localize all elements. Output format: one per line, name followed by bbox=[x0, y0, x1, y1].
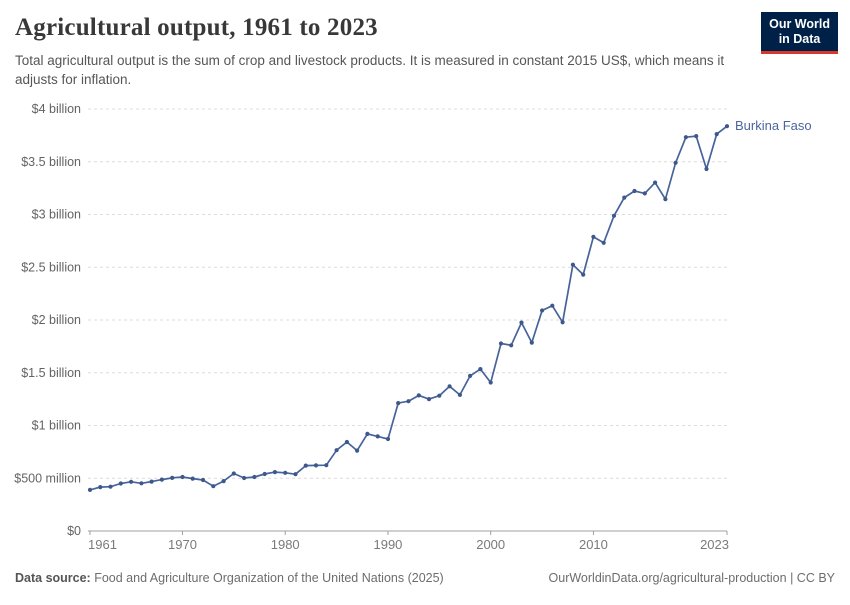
data-point[interactable] bbox=[632, 188, 637, 194]
data-point[interactable] bbox=[611, 213, 617, 218]
y-axis-tick-label: $2.5 billion bbox=[21, 260, 81, 274]
data-point[interactable] bbox=[437, 393, 442, 398]
data-point[interactable] bbox=[190, 476, 195, 481]
data-point[interactable] bbox=[673, 160, 678, 165]
data-point[interactable] bbox=[170, 475, 175, 480]
x-axis-tick-label: 2000 bbox=[476, 537, 505, 552]
data-point[interactable] bbox=[714, 132, 719, 137]
y-axis-tick-label: $3 billion bbox=[32, 208, 81, 222]
data-point[interactable] bbox=[540, 308, 545, 313]
data-point[interactable] bbox=[324, 463, 329, 468]
y-axis-tick-label: $4 billion bbox=[32, 102, 81, 116]
x-axis-tick-label: 2023 bbox=[700, 537, 729, 552]
data-point[interactable] bbox=[694, 134, 699, 139]
y-axis-tick-label: $1 billion bbox=[32, 419, 81, 433]
data-point[interactable] bbox=[293, 472, 298, 477]
data-point[interactable] bbox=[334, 448, 339, 453]
x-axis-tick-label: 2010 bbox=[579, 537, 608, 552]
data-point[interactable] bbox=[283, 470, 288, 475]
data-point[interactable] bbox=[509, 343, 514, 348]
data-source-label: Data source: bbox=[15, 571, 91, 585]
data-point[interactable] bbox=[704, 166, 709, 172]
data-point[interactable] bbox=[375, 434, 380, 439]
data-point[interactable] bbox=[108, 484, 113, 489]
data-point[interactable] bbox=[591, 234, 596, 239]
x-axis-tick-label: 1990 bbox=[373, 537, 402, 552]
x-axis-tick-label: 1961 bbox=[88, 537, 117, 552]
data-source-note: Data source: Food and Agriculture Organi… bbox=[15, 571, 444, 585]
data-point[interactable] bbox=[87, 487, 93, 492]
chart-footer: Data source: Food and Agriculture Organi… bbox=[15, 571, 835, 585]
data-point[interactable] bbox=[129, 479, 134, 484]
data-point[interactable] bbox=[447, 384, 452, 389]
data-point[interactable] bbox=[272, 470, 277, 475]
data-point[interactable] bbox=[149, 479, 154, 484]
data-point[interactable] bbox=[488, 380, 493, 385]
data-point[interactable] bbox=[724, 124, 730, 129]
y-axis-tick-label: $3.5 billion bbox=[21, 155, 81, 169]
data-point[interactable] bbox=[303, 463, 308, 468]
data-point[interactable] bbox=[118, 481, 123, 486]
data-point[interactable] bbox=[642, 191, 647, 196]
license-separator: | bbox=[786, 571, 797, 585]
data-point[interactable] bbox=[231, 471, 236, 476]
y-axis-tick-label: $500 million bbox=[14, 471, 81, 485]
license-badge: CC BY bbox=[796, 571, 835, 585]
x-axis-tick-label: 1980 bbox=[271, 537, 300, 552]
data-point[interactable] bbox=[313, 463, 319, 468]
data-point[interactable] bbox=[406, 399, 411, 404]
chart-subtitle: Total agricultural output is the sum of … bbox=[15, 53, 725, 87]
data-point[interactable] bbox=[601, 240, 606, 245]
page-title: Agricultural output, 1961 to 2023 bbox=[15, 14, 378, 41]
owid-logo[interactable]: Our World in Data bbox=[761, 12, 838, 54]
data-point[interactable] bbox=[159, 477, 164, 482]
data-point[interactable] bbox=[653, 180, 658, 185]
data-point[interactable] bbox=[365, 431, 370, 436]
data-point[interactable] bbox=[221, 479, 226, 484]
data-point[interactable] bbox=[200, 477, 206, 483]
data-point[interactable] bbox=[498, 341, 504, 346]
owid-logo-line1: Our World bbox=[769, 17, 830, 31]
data-point[interactable] bbox=[98, 485, 103, 490]
data-line-burkina-faso[interactable] bbox=[89, 125, 728, 491]
data-point[interactable] bbox=[560, 320, 565, 325]
footer-attribution: OurWorldinData.org/agricultural-producti… bbox=[549, 571, 835, 585]
chart-header: Agricultural output, 1961 to 2023 Total … bbox=[15, 14, 755, 89]
y-axis-tick-label: $0 bbox=[67, 524, 81, 538]
data-point[interactable] bbox=[426, 397, 432, 402]
owid-logo-line2: in Data bbox=[778, 32, 821, 46]
data-point[interactable] bbox=[663, 197, 668, 202]
data-point[interactable] bbox=[139, 481, 144, 486]
data-point[interactable] bbox=[211, 484, 216, 489]
data-point[interactable] bbox=[180, 474, 185, 480]
data-point[interactable] bbox=[416, 393, 421, 398]
data-point[interactable] bbox=[550, 303, 555, 308]
x-axis-tick-label: 1970 bbox=[168, 537, 197, 552]
owid-article-link[interactable]: OurWorldinData.org/agricultural-producti… bbox=[548, 571, 787, 585]
data-point[interactable] bbox=[581, 272, 586, 277]
data-point[interactable] bbox=[262, 471, 267, 477]
data-point[interactable] bbox=[622, 195, 627, 200]
data-point[interactable] bbox=[344, 439, 349, 445]
data-point[interactable] bbox=[385, 436, 391, 442]
data-point[interactable] bbox=[396, 401, 401, 406]
data-point[interactable] bbox=[478, 367, 483, 372]
data-source-text: Food and Agriculture Organization of the… bbox=[90, 571, 444, 585]
series-label-burkina-faso[interactable]: Burkina Faso bbox=[735, 118, 812, 133]
data-point[interactable] bbox=[252, 474, 257, 480]
data-point[interactable] bbox=[570, 262, 576, 267]
data-point[interactable] bbox=[529, 340, 534, 345]
y-axis-tick-label: $2 billion bbox=[32, 313, 81, 327]
y-axis-tick-label: $1.5 billion bbox=[21, 366, 81, 380]
data-point[interactable] bbox=[468, 373, 473, 378]
data-point[interactable] bbox=[457, 392, 462, 397]
data-point[interactable] bbox=[683, 135, 689, 140]
data-point[interactable] bbox=[242, 475, 247, 481]
data-point[interactable] bbox=[355, 448, 360, 453]
data-point[interactable] bbox=[519, 320, 524, 325]
